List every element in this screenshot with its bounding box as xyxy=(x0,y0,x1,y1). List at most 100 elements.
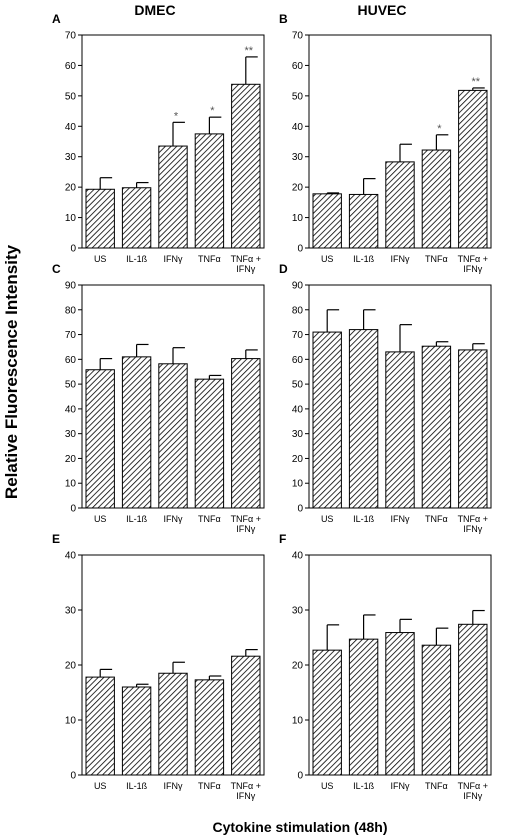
panel-e-ytick-label-40: 40 xyxy=(65,551,77,562)
panel-b-label: B xyxy=(279,12,288,26)
panel-c-category-label-4-1: IFNγ xyxy=(236,524,255,534)
panel-d-bar-0 xyxy=(312,331,342,509)
panel-f-ytick-label-20: 20 xyxy=(292,661,304,672)
panel-d-ytick-label-80: 80 xyxy=(292,305,304,316)
panel-a-ytick-label-0: 0 xyxy=(70,244,76,255)
panel-d-bar-1 xyxy=(348,329,379,509)
panel-e-category-label-0: US xyxy=(94,781,107,791)
panel-e-bar-0 xyxy=(85,676,115,776)
panel-f-category-label-2: IFNγ xyxy=(391,781,410,791)
panel-a-ytick-label-20: 20 xyxy=(65,183,77,194)
panel-d-category-label-1: IL-1ß xyxy=(353,514,375,524)
x-axis-label: Cytokine stimulation (48h) xyxy=(212,819,387,835)
panel-b-ytick-label-30: 30 xyxy=(292,152,304,163)
panel-c-ytick-label-0: 0 xyxy=(70,504,76,515)
panel-c-ytick-label-20: 20 xyxy=(65,454,77,465)
panel-e-ytick-label-20: 20 xyxy=(65,661,77,672)
panel-a-bar-1 xyxy=(121,187,152,249)
panel-d-ytick-label-50: 50 xyxy=(292,380,304,391)
panel-b-bar-0 xyxy=(312,193,342,249)
panel-e-category-label-4-0: TNFα + xyxy=(231,781,261,791)
panel-f-bar-1 xyxy=(348,638,379,776)
panel-b-ytick-label-70: 70 xyxy=(292,31,304,42)
panel-c-category-label-2: IFNγ xyxy=(164,514,183,524)
panel-a-significance-3: * xyxy=(210,105,215,117)
column-title-dmec: DMEC xyxy=(134,2,175,18)
panel-d-ytick-label-70: 70 xyxy=(292,330,304,341)
panel-a-ytick-label-70: 70 xyxy=(65,31,77,42)
panel-d-ytick-label-30: 30 xyxy=(292,429,304,440)
panel-c-ytick-label-50: 50 xyxy=(65,380,77,391)
panel-f-ytick-label-40: 40 xyxy=(292,551,304,562)
panel-d-ytick-label-20: 20 xyxy=(292,454,304,465)
panel-a-bar-2 xyxy=(158,145,188,249)
panel-e-category-label-4-1: IFNγ xyxy=(236,791,255,801)
panel-c-ytick-label-80: 80 xyxy=(65,305,77,316)
panel-b-bar-4 xyxy=(458,89,488,249)
panel-c-bar-1 xyxy=(121,356,152,509)
panel-c-ytick-label-90: 90 xyxy=(65,281,77,292)
panel-c-category-label-0: US xyxy=(94,514,107,524)
panel-a-category-label-0: US xyxy=(94,254,107,264)
panel-a-bar-0 xyxy=(85,188,115,249)
panel-f-ytick-label-0: 0 xyxy=(297,771,303,782)
panel-b-category-label-2: IFNγ xyxy=(391,254,410,264)
panel-e-bar-4 xyxy=(231,655,261,776)
column-title-huvec: HUVEC xyxy=(357,2,406,18)
panel-a-ytick-label-40: 40 xyxy=(65,122,77,133)
panel-c-ytick-label-70: 70 xyxy=(65,330,77,341)
panel-b-category-label-3: TNFα xyxy=(425,254,448,264)
panel-e-bar-2 xyxy=(158,672,188,776)
panel-f-category-label-1: IL-1ß xyxy=(353,781,375,791)
panel-b-category-label-0: US xyxy=(321,254,334,264)
panel-f-bar-0 xyxy=(312,649,342,776)
panel-e-bar-3 xyxy=(194,679,225,776)
panel-b-ytick-label-60: 60 xyxy=(292,61,304,72)
panel-b-ytick-label-40: 40 xyxy=(292,122,304,133)
panel-c-label: C xyxy=(52,262,61,276)
panel-d-ytick-label-60: 60 xyxy=(292,355,304,366)
panel-c-bar-2 xyxy=(158,363,188,509)
panel-b-bar-3 xyxy=(421,149,452,249)
panel-b-ytick-label-20: 20 xyxy=(292,183,304,194)
panel-c-bar-4 xyxy=(231,358,261,509)
panel-d-category-label-4-0: TNFα + xyxy=(458,514,488,524)
panel-d-bar-2 xyxy=(385,351,415,509)
panel-d-bar-4 xyxy=(458,349,488,509)
panel-e-label: E xyxy=(52,532,60,546)
panel-d-ytick-label-90: 90 xyxy=(292,281,304,292)
panel-a-category-label-3: TNFα xyxy=(198,254,221,264)
panel-f-ytick-label-10: 10 xyxy=(292,716,304,727)
panel-d-category-label-3: TNFα xyxy=(425,514,448,524)
panel-d-ytick-label-40: 40 xyxy=(292,404,304,415)
panel-f-ytick-label-30: 30 xyxy=(292,606,304,617)
panel-b-bar-2 xyxy=(385,161,415,249)
panel-a-category-label-1: IL-1ß xyxy=(126,254,148,264)
panel-b-category-label-1: IL-1ß xyxy=(353,254,375,264)
panel-b-ytick-label-10: 10 xyxy=(292,213,304,224)
panel-e-ytick-label-30: 30 xyxy=(65,606,77,617)
panels: A 0 10 20 30 40 50 60 70 US IL-1ß * IFNγ * TNFα ** TNFα … xyxy=(52,12,492,801)
y-axis-label: Relative Fluorescence Intensity xyxy=(2,244,21,499)
panel-b-significance-4: ** xyxy=(472,76,481,88)
panel-a-category-label-4-1: IFNγ xyxy=(236,264,255,274)
panel-b: B 0 10 20 30 40 50 60 70 US IL-1ß IFNγ * TNFα ** TNFα +… xyxy=(279,12,492,274)
panel-a: A 0 10 20 30 40 50 60 70 US IL-1ß * IFNγ * TNFα ** TNFα … xyxy=(52,12,265,274)
panel-e-category-label-2: IFNγ xyxy=(164,781,183,791)
panel-a-category-label-2: IFNγ xyxy=(164,254,183,264)
panel-a-ytick-label-30: 30 xyxy=(65,152,77,163)
panel-d: D 0 10 20 30 40 50 60 70 80 90 US IL-1ß IFNγ TNFα TNFα … xyxy=(279,262,492,534)
panel-a-ytick-label-60: 60 xyxy=(65,61,77,72)
panel-a-significance-2: * xyxy=(174,110,179,122)
panel-c-category-label-3: TNFα xyxy=(198,514,221,524)
panel-b-ytick-label-50: 50 xyxy=(292,91,304,102)
panel-b-category-label-4-0: TNFα + xyxy=(458,254,488,264)
panel-a-category-label-4-0: TNFα + xyxy=(231,254,261,264)
panel-e-category-label-3: TNFα xyxy=(198,781,221,791)
panel-d-bar-3 xyxy=(421,345,452,509)
panel-f-category-label-0: US xyxy=(321,781,334,791)
panel-c-ytick-label-40: 40 xyxy=(65,404,77,415)
panel-f-bar-3 xyxy=(421,644,452,776)
